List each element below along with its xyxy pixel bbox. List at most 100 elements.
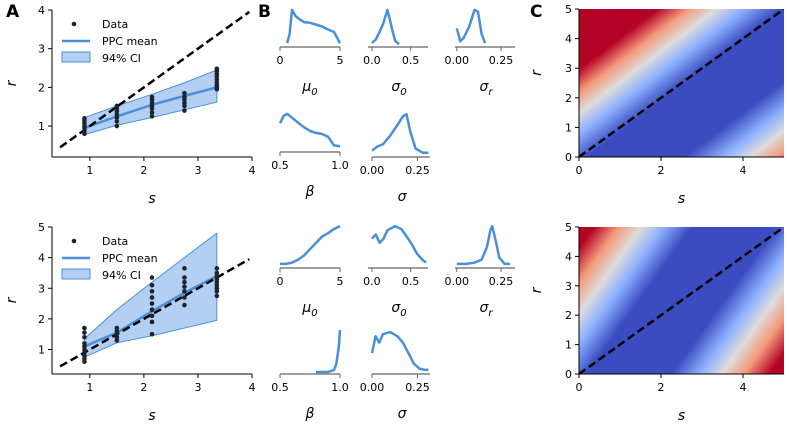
data-point — [82, 325, 87, 331]
data-point — [149, 289, 155, 294]
x-tick-label: 0.00 — [360, 164, 385, 177]
data-point — [149, 319, 155, 325]
x-axis-label: s — [148, 408, 155, 424]
identity-line — [579, 9, 784, 157]
x-tick-label: 0 — [576, 381, 583, 394]
data-point — [182, 90, 187, 96]
y-tick-label: 3 — [565, 62, 572, 75]
x-tick-label: 0 — [277, 54, 284, 67]
x-axis-label: σr — [480, 79, 494, 98]
legend-marker-ci — [61, 51, 91, 63]
y-tick-label: 3 — [38, 282, 45, 295]
density-curve — [370, 330, 429, 372]
x-tick-label: 0.0 — [363, 54, 381, 67]
density-curve — [316, 329, 342, 374]
density-curve — [456, 224, 510, 266]
x-tick-label: 0.25 — [489, 54, 514, 67]
y-tick-label: 2 — [565, 309, 572, 322]
x-axis-label: β — [305, 184, 315, 200]
y-tick-label: 4 — [38, 252, 45, 265]
data-point — [214, 66, 220, 72]
legend-label-ci: 94% CI — [102, 52, 141, 65]
density-curve — [371, 8, 400, 46]
y-tick-label: 1 — [565, 121, 572, 134]
a-top-plot: 1 2 3 4 1 2 3 4 s r Data PPC mean 94% CI — [4, 4, 256, 207]
y-tick-label: 0 — [565, 151, 572, 164]
x-tick-label: 0.25 — [489, 275, 514, 288]
data-point — [82, 116, 87, 121]
data-point — [214, 293, 220, 299]
data-point — [149, 295, 155, 300]
x-tick-label: 0.00 — [445, 54, 470, 67]
c-bottom-heatmap: 0 2 4 0 1 2 3 4 5 s r — [529, 221, 784, 424]
b-mu0-bottom-density: 0 5 μ0 — [277, 224, 344, 319]
x-axis-label: β — [305, 406, 315, 422]
density-curve — [371, 112, 429, 155]
legend-marker-data — [71, 21, 77, 27]
x-axis-label: s — [678, 191, 685, 207]
x-tick-label: 0 — [576, 164, 583, 177]
y-tick-label: 0 — [565, 368, 572, 381]
x-axis-label: σ — [398, 406, 408, 422]
legend-label-mean: PPC mean — [102, 252, 158, 265]
data-point — [82, 330, 87, 335]
data-point — [149, 313, 155, 319]
a-bottom-plot: 1 2 3 4 1 2 3 4 5 s r Data PPC mean 94% CI — [4, 221, 256, 424]
c-top-heatmap: 0 2 4 0 1 2 3 4 5 s r — [529, 3, 784, 207]
y-axis-label: r — [4, 79, 20, 86]
x-tick-label: 0.5 — [271, 381, 289, 394]
data-point — [182, 302, 187, 308]
y-tick-label: 2 — [38, 81, 45, 94]
y-axis-label: r — [529, 69, 545, 76]
y-tick-label: 5 — [38, 221, 45, 234]
data-point — [149, 331, 155, 337]
y-tick-label: 3 — [565, 280, 572, 293]
y-tick-label: 4 — [565, 250, 572, 263]
density-curve — [370, 224, 427, 264]
data-point — [182, 94, 187, 100]
y-axis-label: r — [4, 296, 20, 303]
x-tick-label: 0.00 — [360, 381, 385, 394]
x-tick-label: 0.0 — [363, 275, 381, 288]
data-point — [82, 341, 87, 346]
data-point — [149, 110, 155, 115]
x-tick-label: 1.0 — [331, 159, 349, 172]
x-tick-label: 2 — [140, 381, 147, 394]
y-tick-label: 3 — [38, 43, 45, 56]
x-tick-label: 2 — [658, 164, 665, 177]
data-point — [182, 284, 187, 290]
y-tick-label: 4 — [565, 33, 572, 46]
x-tick-label: 0 — [277, 275, 284, 288]
x-tick-label: 4 — [740, 381, 747, 394]
legend-marker-ci — [61, 268, 91, 280]
data-point — [149, 307, 155, 312]
panel-label-b: B — [258, 2, 271, 22]
x-axis-label: σr — [480, 300, 494, 319]
b-sigma-top-density: 0.00 0.25 σ — [360, 112, 430, 205]
legend-marker-data — [71, 238, 77, 244]
data-point — [214, 270, 220, 276]
x-tick-label: 2 — [140, 164, 147, 177]
x-tick-label: 3 — [194, 164, 201, 177]
x-axis-label: σ — [398, 189, 408, 205]
x-axis-label: μ0 — [301, 79, 317, 98]
density-curve — [280, 224, 341, 266]
x-tick-label: 4 — [249, 381, 256, 394]
x-axis-label: σ0 — [391, 79, 406, 98]
x-tick-label: 0.00 — [445, 275, 470, 288]
x-axis-label: s — [678, 408, 685, 424]
identity-line — [59, 10, 251, 149]
x-tick-label: 4 — [249, 164, 256, 177]
x-tick-label: 1 — [86, 164, 93, 177]
x-tick-label: 2 — [658, 381, 665, 394]
data-point — [182, 275, 187, 280]
identity-line — [579, 227, 784, 374]
x-axis-label: s — [148, 191, 155, 207]
data-point — [114, 325, 120, 331]
x-axis-label: σ0 — [391, 300, 406, 319]
data-point — [182, 108, 187, 113]
x-tick-label: 5 — [337, 275, 344, 288]
density-curve — [455, 8, 487, 44]
x-tick-label: 0.5 — [402, 54, 420, 67]
